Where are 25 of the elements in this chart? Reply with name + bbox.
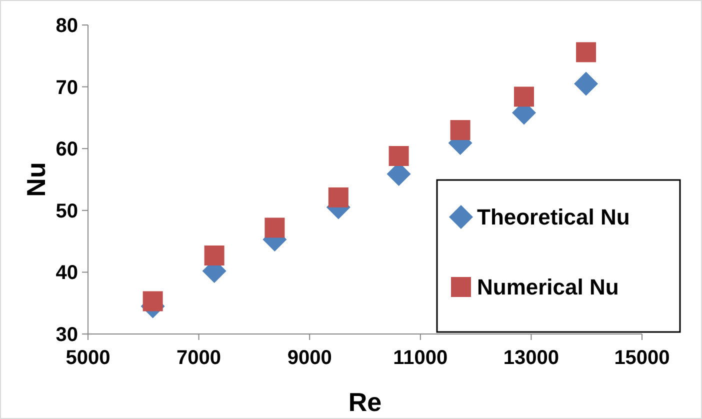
y-tick-label: 70 xyxy=(56,76,78,99)
point xyxy=(328,187,348,208)
x-tick-label: 15000 xyxy=(614,347,670,369)
y-tick-label: 80 xyxy=(56,15,78,37)
y-tick-label: 40 xyxy=(56,262,78,284)
x-tick-label: 7000 xyxy=(176,347,222,369)
point xyxy=(142,291,163,312)
point xyxy=(450,120,470,140)
x-tick-label: 11000 xyxy=(393,347,448,369)
x-tick-label: 13000 xyxy=(503,347,560,369)
y-tick-label: 60 xyxy=(56,138,78,161)
y-tick-label: 30 xyxy=(56,324,78,346)
y-tick-label: 50 xyxy=(56,200,78,222)
x-axis-title: Re xyxy=(348,387,382,417)
x-tick-label: 9000 xyxy=(287,347,332,369)
point xyxy=(388,146,409,166)
point xyxy=(204,246,224,266)
legend-label: Numerical Nu xyxy=(477,274,619,300)
y-axis-title: Nu xyxy=(21,162,51,197)
point xyxy=(574,72,598,96)
point xyxy=(264,218,285,238)
legend-label: Theoretical Nu xyxy=(477,204,630,230)
x-tick-label: 5000 xyxy=(66,347,110,369)
point xyxy=(576,42,596,62)
point xyxy=(514,86,534,107)
